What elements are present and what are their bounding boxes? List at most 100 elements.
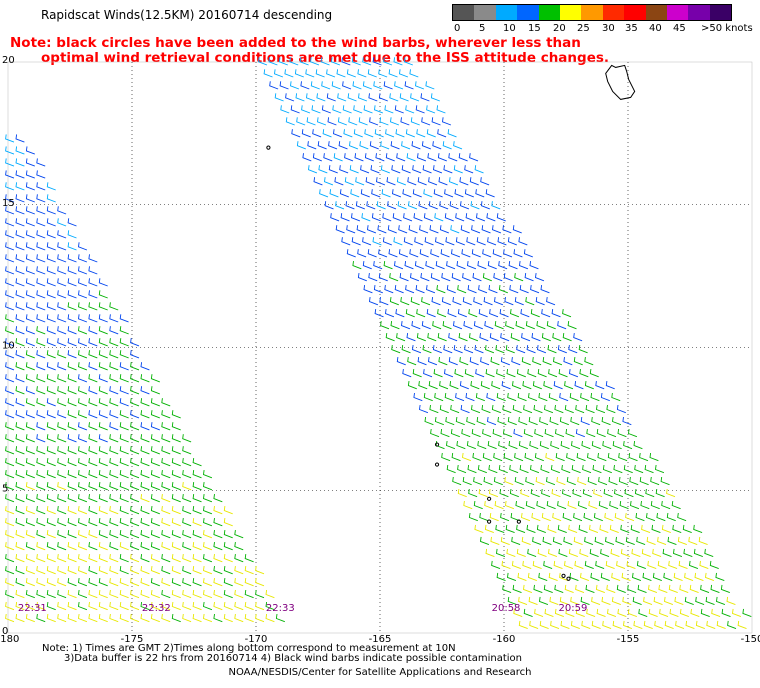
wind-barb [391, 345, 401, 354]
wind-barb [361, 213, 371, 222]
wind-barb [721, 608, 731, 618]
wind-barb [374, 309, 384, 318]
wind-barb [67, 589, 77, 599]
wind-barb [98, 518, 108, 527]
wind-barb [456, 261, 466, 270]
wind-barb [570, 416, 580, 426]
wind-barb [57, 338, 67, 347]
wind-barb [595, 584, 605, 594]
wind-barb [223, 542, 233, 551]
wind-barb [46, 362, 56, 371]
wind-barb [140, 613, 150, 623]
wind-barb [449, 201, 459, 210]
wind-barb [331, 57, 341, 66]
wind-barb [182, 613, 192, 623]
wind-barb [46, 601, 56, 611]
wind-barb [640, 500, 650, 510]
wind-barb [130, 458, 140, 467]
wind-barb [525, 476, 535, 486]
wind-barb [5, 386, 15, 395]
wind-barb [57, 446, 67, 455]
wind-barb [669, 608, 679, 618]
wind-barb [203, 613, 213, 623]
wind-barb [455, 392, 465, 402]
wind-barb [411, 321, 421, 330]
wind-barb [470, 381, 480, 390]
wind-barb [15, 278, 25, 287]
wind-barb [416, 333, 426, 342]
wind-barb [67, 446, 77, 455]
wind-barb [659, 608, 669, 618]
wind-barb [57, 326, 67, 335]
wind-barb [390, 141, 400, 150]
wind-barb [317, 117, 327, 126]
wind-barb [130, 589, 140, 599]
wind-barb [109, 518, 119, 527]
wind-barb [119, 613, 129, 623]
wind-barb [505, 500, 515, 510]
wind-barb [450, 428, 460, 438]
wind-barb [513, 249, 523, 258]
wind-barb [15, 170, 25, 179]
wind-barb [564, 584, 574, 594]
wind-barb [461, 428, 471, 438]
wind-barb [436, 285, 446, 294]
wind-barb [439, 225, 449, 234]
wind-barb [472, 273, 482, 282]
wind-barb [275, 613, 285, 623]
wind-barb [5, 494, 15, 503]
wind-barb [548, 369, 558, 378]
wind-barb [329, 189, 339, 198]
wind-barb [458, 333, 468, 342]
wind-barb [425, 261, 435, 270]
wind-barb [419, 404, 429, 414]
wind-barb [57, 470, 67, 479]
wind-barb [401, 165, 411, 174]
wind-barb [638, 608, 648, 618]
wind-barb [528, 392, 538, 402]
wind-barb [593, 488, 603, 498]
wind-barb [98, 446, 108, 455]
wind-barb [509, 285, 519, 294]
wind-barb [36, 326, 46, 335]
wind-barb [375, 153, 385, 162]
wind-barb [541, 333, 551, 342]
wind-barb [25, 218, 35, 227]
wind-barb [192, 578, 202, 587]
wind-barb [360, 189, 370, 198]
wind-barb [668, 560, 678, 570]
wind-barb [489, 512, 499, 522]
wind-barb [413, 392, 423, 402]
wind-barb [473, 297, 483, 306]
lat-label: 0 [2, 626, 8, 637]
wind-barb [36, 242, 46, 251]
wind-barb [496, 572, 506, 582]
wind-barb [98, 554, 108, 563]
wind-barb [130, 446, 140, 455]
wind-barb [255, 601, 265, 611]
wind-barb [192, 482, 202, 491]
wind-barb [320, 57, 330, 66]
wind-barb [78, 254, 88, 263]
wind-barb [538, 572, 548, 582]
wind-barb [36, 158, 46, 167]
wind-barb [452, 297, 462, 306]
wind-barb [67, 254, 77, 263]
wind-barb [606, 584, 616, 594]
wind-barb [536, 524, 546, 534]
wind-barb [182, 446, 192, 455]
wind-barb [482, 452, 492, 462]
wind-barb [410, 117, 420, 126]
wind-barb [673, 548, 683, 558]
wind-barb [5, 134, 15, 143]
wind-barb [5, 482, 15, 491]
wind-barb [15, 218, 25, 227]
wind-barb [589, 524, 599, 534]
wind-barb [492, 225, 502, 234]
wind-barb [15, 362, 25, 371]
wind-barb [554, 404, 564, 414]
wind-barb [447, 129, 457, 138]
wind-barb [600, 392, 610, 402]
wind-barb [88, 386, 98, 395]
wind-barb [444, 392, 454, 402]
